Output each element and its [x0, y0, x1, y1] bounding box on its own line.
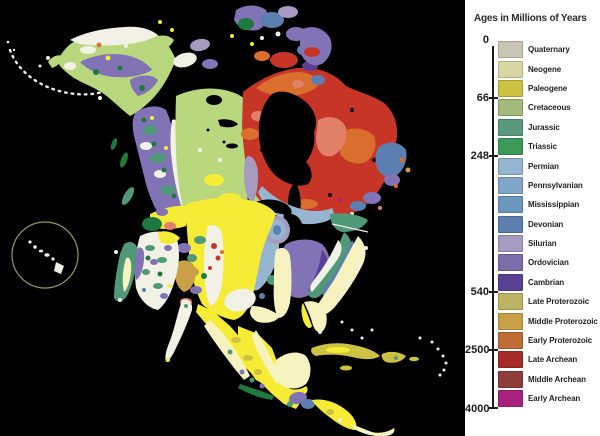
legend-swatch	[498, 196, 523, 214]
legend-swatch	[498, 254, 523, 272]
age-tick-4000: 4000	[465, 402, 490, 415]
legend-swatch	[498, 99, 523, 117]
legend-row-cretaceous: Cretaceous	[498, 98, 598, 117]
legend-swatch	[498, 176, 523, 194]
age-tick-248: 248	[470, 150, 489, 163]
legend-swatch	[498, 235, 523, 253]
legend-row-silurian: Silurian	[498, 234, 598, 253]
hawaii-inset-ring	[11, 221, 79, 289]
california-coast	[114, 242, 145, 302]
legend-label: Devonian	[528, 219, 564, 229]
age-tick-mark	[489, 97, 498, 100]
legend-label: Middle Archean	[528, 374, 586, 384]
legend-row-pennsylvanian: Pennsylvanian	[498, 176, 598, 195]
legend-row-quaternary: Quaternary	[498, 40, 598, 59]
legend-label: Cretaceous	[528, 103, 571, 113]
legend-label: Late Archean	[528, 355, 578, 365]
hawaii-big-island	[54, 262, 64, 274]
hudson-bay	[258, 91, 334, 225]
legend-row-late-archean: Late Archean	[498, 350, 598, 369]
legend-label: Late Proterozoic	[528, 297, 590, 307]
great-plains	[150, 197, 292, 323]
legend-row-paleogene: Paleogene	[498, 79, 598, 98]
legend-row-permian: Permian	[498, 156, 598, 175]
legend-swatch	[498, 118, 523, 136]
legend-swatch	[498, 273, 523, 291]
alaska	[48, 26, 176, 116]
legend-row-ordovician: Ordovician	[498, 253, 598, 272]
labrador-newfoundland	[350, 142, 411, 216]
legend-swatch	[498, 293, 523, 311]
legend-label: Pennsylvanian	[528, 180, 583, 190]
legend-label: Cambrian	[528, 277, 565, 287]
legend-entries: Quaternary Neogene Paleogene Cretaceous Jura…	[498, 40, 598, 408]
legend-row-triassic: Triassic	[498, 137, 598, 156]
legend-swatch	[498, 312, 523, 330]
age-tick-2500: 2500	[465, 344, 490, 357]
age-tick-mark	[489, 407, 498, 409]
legend-row-cambrian: Cambrian	[498, 273, 598, 292]
legend-swatch	[498, 157, 523, 175]
age-tick-66: 66	[476, 92, 489, 105]
legend-row-middle-proterozoic: Middle Proterozoic	[498, 311, 598, 330]
hawaii-inset	[11, 221, 79, 289]
legend-panel: Ages in Millions of Years 0 66 248 540 2500 4…	[465, 0, 600, 436]
arctic-islands	[124, 5, 332, 85]
legend-swatch	[498, 41, 523, 59]
legend-row-neogene: Neogene	[498, 59, 598, 78]
age-axis-line	[492, 46, 494, 409]
basin-and-range	[135, 231, 179, 310]
legend-swatch	[498, 138, 523, 156]
central-america	[287, 391, 395, 436]
legend-label: Mississippian	[528, 200, 580, 210]
legend-label: Neogene	[528, 64, 562, 74]
florida	[301, 301, 327, 334]
pacific-northwest	[142, 208, 180, 245]
age-tick-540: 540	[470, 286, 489, 299]
atlantic-coastal-plain	[312, 236, 368, 316]
legend-swatch	[498, 351, 523, 369]
north-america-geologic-map	[6, 5, 448, 436]
legend-swatch	[498, 60, 523, 78]
legend-row-late-proterozoic: Late Proterozoic	[498, 292, 598, 311]
legend-label: Early Archean	[528, 394, 581, 404]
map-area	[6, 5, 448, 436]
rocky-mountains	[174, 236, 224, 306]
legend-title: Ages in Millions of Years	[474, 13, 587, 24]
legend-label: Silurian	[528, 239, 557, 249]
st-lawrence-lowlands	[330, 213, 369, 233]
legend-label: Ordovician	[528, 258, 569, 268]
age-tick-mark	[489, 349, 498, 352]
legend-label: Triassic	[528, 142, 558, 152]
legend-label: Early Proterozoic	[528, 336, 593, 346]
legend-label: Permian	[528, 161, 559, 171]
legend-label: Jurassic	[528, 122, 560, 132]
aleutian-islands-arc	[6, 40, 104, 96]
legend-label: Middle Proterozoic	[528, 316, 598, 326]
legend-label: Paleogene	[528, 83, 568, 93]
legend-swatch	[498, 79, 523, 97]
legend-row-middle-archean: Middle Archean	[498, 370, 598, 389]
appalachians	[308, 232, 356, 299]
legend-row-early-proterozoic: Early Proterozoic	[498, 331, 598, 350]
baja-california	[165, 299, 193, 362]
legend-swatch	[498, 332, 523, 350]
legend-swatch	[498, 370, 523, 388]
age-tick-mark	[489, 291, 498, 294]
legend-row-jurassic: Jurassic	[498, 118, 598, 137]
age-tick-0: 0	[482, 34, 489, 46]
legend-row-devonian: Devonian	[498, 215, 598, 234]
legend-row-early-archean: Early Archean	[498, 389, 598, 408]
age-tick-mark	[489, 155, 498, 158]
legend-swatch	[498, 390, 523, 408]
caribbean-islands	[311, 320, 448, 377]
legend-swatch	[498, 215, 523, 233]
legend-row-mississippian: Mississippian	[498, 195, 598, 214]
legend-label: Quaternary	[528, 45, 570, 55]
